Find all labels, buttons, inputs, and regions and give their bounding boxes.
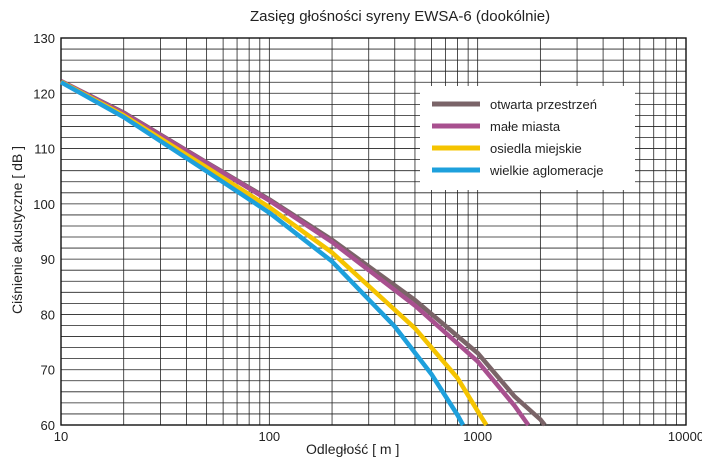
series-line-4 <box>59 80 465 427</box>
chart-ticks: 60 70 80 90 100 110 120 130 10 100 1000 10000 <box>33 31 702 444</box>
x-tick-label: 10 <box>54 429 68 444</box>
y-tick-label: 90 <box>41 252 55 267</box>
series-line-2 <box>59 79 531 427</box>
y-axis-title: Ciśnienie akustyczne [ dB ] <box>9 145 25 315</box>
legend-label-1: otwarta przestrzeń <box>490 97 597 112</box>
legend-label-3: osiedla miejskie <box>490 141 582 156</box>
y-tick-label: 130 <box>33 31 55 46</box>
chart-legend: otwarta przestrzeń małe miasta osiedla mie… <box>420 86 635 190</box>
legend-label-4: wielkie aglomeracje <box>489 163 603 178</box>
y-tick-label: 100 <box>33 197 55 212</box>
y-tick-label: 80 <box>41 307 55 322</box>
y-tick-label: 70 <box>41 363 55 378</box>
legend-label-2: małe miasta <box>490 119 561 134</box>
plot-frame <box>60 37 687 426</box>
x-tick-label: 10000 <box>668 429 702 444</box>
chart-title: Zasięg głośności syreny EWSA-6 (dookólni… <box>250 8 551 25</box>
x-axis-title: Odległość [ m ] <box>306 441 400 457</box>
x-tick-label: 100 <box>258 429 280 444</box>
y-tick-label: 110 <box>34 142 55 157</box>
chart-grid <box>60 37 687 426</box>
y-tick-label: 120 <box>33 86 55 101</box>
y-tick-label: 60 <box>41 418 55 433</box>
x-tick-label: 1000 <box>463 429 492 444</box>
chart-series <box>59 79 547 427</box>
